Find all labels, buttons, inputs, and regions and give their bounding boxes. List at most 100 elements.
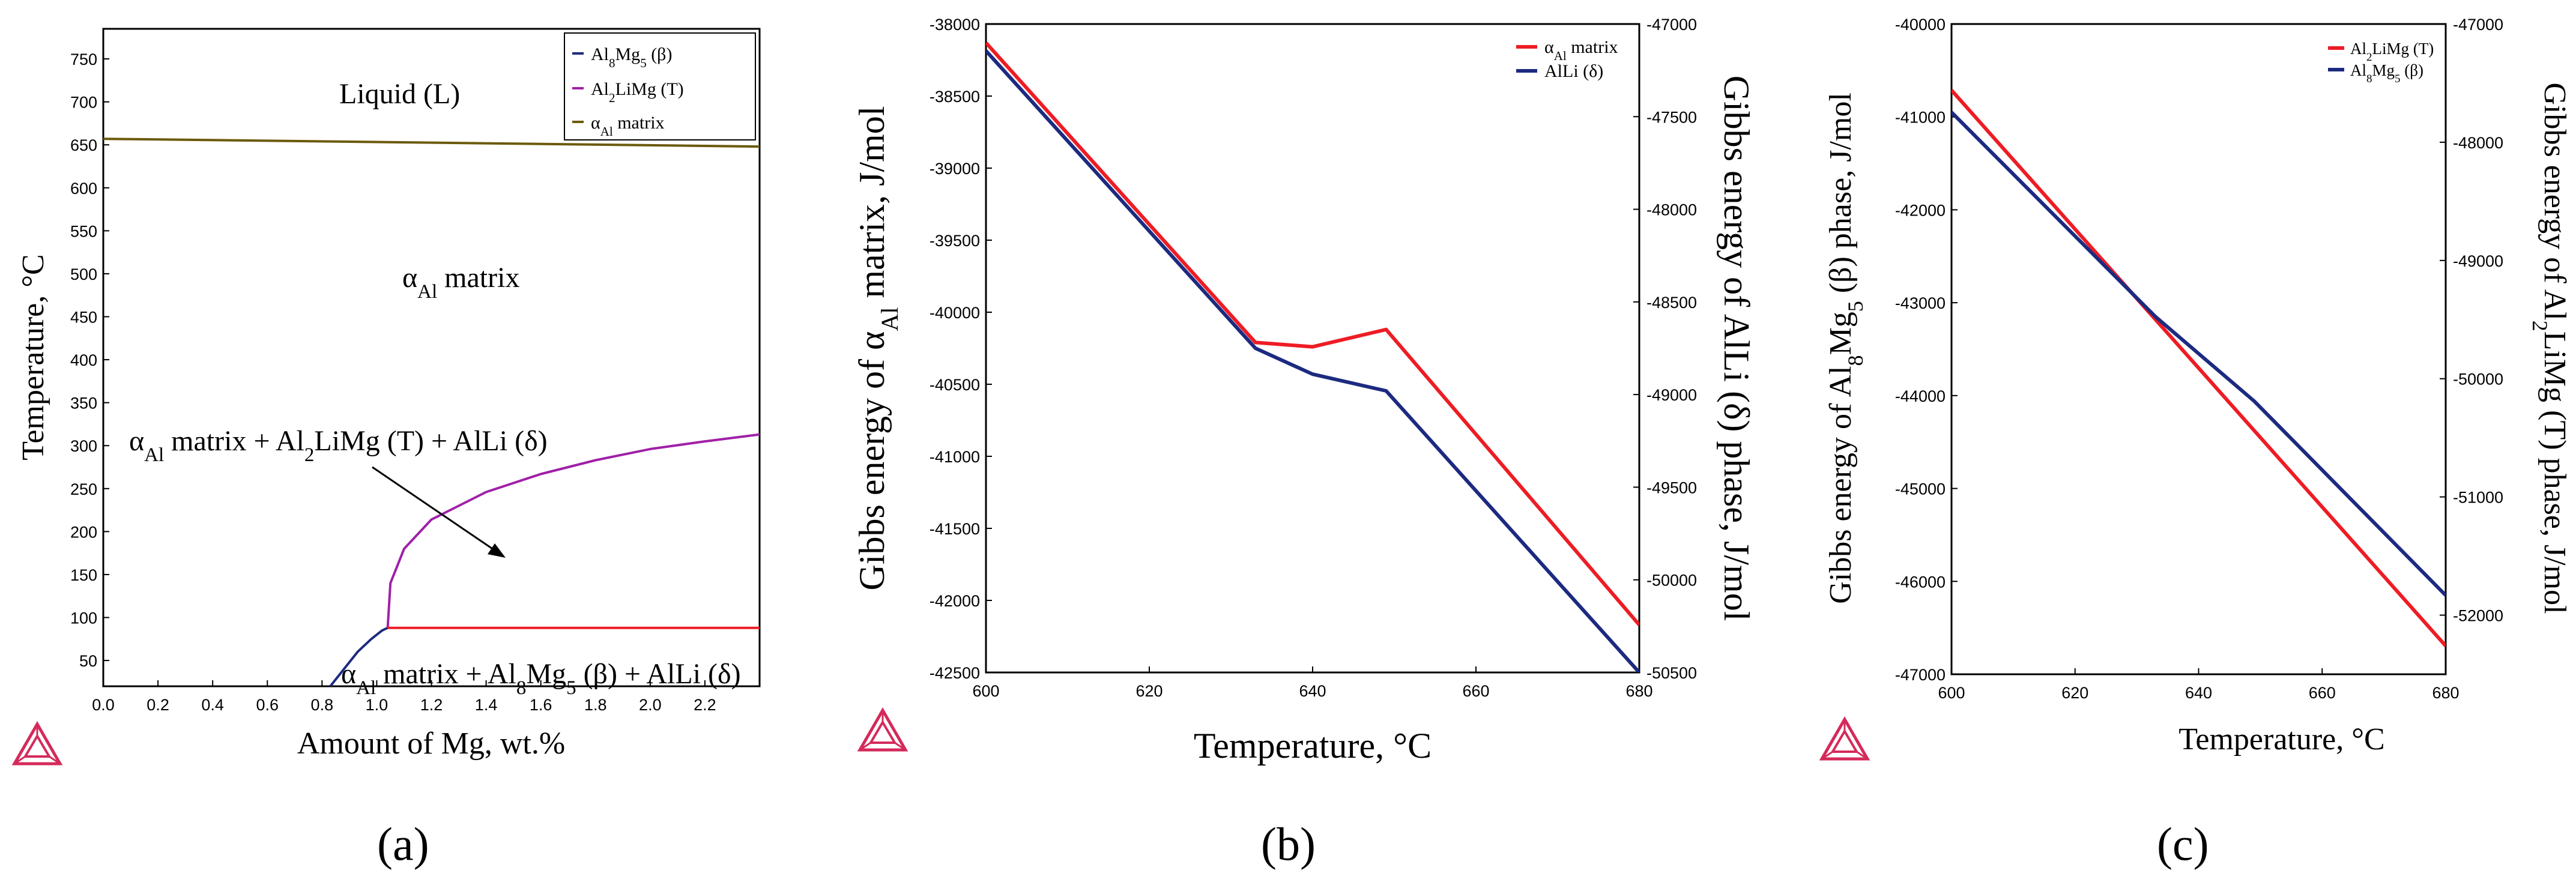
thermo-calc-logo-icon — [1819, 716, 1870, 761]
x-tick-label: 0.8 — [311, 696, 334, 714]
y-tick-label: 600 — [70, 180, 97, 198]
x-tick-label: 1.0 — [366, 696, 389, 714]
panel-c-left-y-axis-label: Gibbs energy of Al8Mg5 (β) phase, J/mol — [1824, 92, 1867, 604]
x-tick-label: 660 — [1462, 682, 1489, 700]
panel-a-legend-beta: Al8Mg5 (β) — [591, 44, 672, 70]
y-right-tick-label: -50000 — [1646, 572, 1697, 590]
y-right-tick-label: -47500 — [1646, 108, 1697, 126]
y-tick-label: -39500 — [930, 232, 980, 250]
series-line--al-matrix — [986, 41, 1639, 626]
x-tick-label: 660 — [2309, 684, 2336, 702]
panel-b-left-y-ticks: -38000 -38500 -39000 -39500 -40000 -40500 -410… — [930, 16, 992, 682]
y-tick-label: -40500 — [930, 376, 980, 394]
panel-c-left-y-ticks: -40000 -41000 -42000 -43000 -44000 -45000 -460… — [1895, 16, 1958, 684]
panel-a-label: (a) — [377, 818, 429, 870]
x-tick-label: 2.2 — [694, 696, 716, 714]
panel-c-label: (c) — [2157, 818, 2209, 870]
panel-b-x-ticks: 600 620 640 660 680 — [972, 666, 1653, 700]
y-tick-label: -40000 — [930, 304, 980, 322]
y-right-tick-label: -50500 — [1646, 664, 1697, 682]
y-tick-label: -38000 — [930, 16, 980, 34]
x-tick-label: 1.2 — [420, 696, 443, 714]
panel-a-series — [103, 137, 760, 686]
panel-a-x-axis-label: Amount of Mg, wt.% — [297, 726, 565, 761]
y-tick-label: 200 — [70, 523, 97, 541]
panel-b-legend-alpha: αAl matrix — [1544, 37, 1618, 63]
y-tick-label: 250 — [70, 480, 97, 498]
panel-b-left-y-axis-label: Gibbs energy of αAl matrix, J/mol — [852, 106, 903, 591]
y-tick-label: 700 — [70, 94, 97, 112]
panel-c-series — [1952, 89, 2446, 647]
panel-c-right-y-ticks: -47000 -48000 -49000 -50000 -51000 -52000 — [2440, 16, 2503, 625]
thermo-calc-logo-icon — [857, 707, 909, 752]
panel-c-right-y-axis-label: Gibbs energy of Al2LiMg (T) phase, J/mol — [2528, 82, 2572, 614]
y-right-tick-label: -49000 — [2453, 252, 2503, 270]
x-tick-label: 0.4 — [201, 696, 224, 714]
x-tick-label: 640 — [2185, 684, 2212, 702]
x-tick-label: 620 — [2061, 684, 2088, 702]
series-line-al2limg-t- — [386, 433, 760, 628]
y-tick-label: 350 — [70, 394, 97, 412]
y-tick-label: -41000 — [930, 448, 980, 466]
y-right-tick-label: -48000 — [1646, 201, 1697, 219]
x-tick-label: 620 — [1135, 682, 1163, 700]
y-tick-label: 300 — [70, 437, 97, 455]
y-tick-label: 150 — [70, 566, 97, 584]
y-right-tick-label: -47000 — [1646, 16, 1697, 34]
panel-a-phase-diagram: 0.0 0.2 0.4 0.6 0.8 1.0 1.2 1.4 1.6 1.8 2.0 2.2 50 1… — [11, 28, 761, 870]
y-tick-label: -43000 — [1895, 294, 1946, 312]
x-tick-label: 600 — [1938, 684, 1965, 702]
y-tick-label: 650 — [70, 136, 97, 154]
y-tick-label: 550 — [70, 222, 97, 240]
y-tick-label: 100 — [70, 609, 97, 627]
panel-b-right-y-axis-label: Gibbs energy of AlLi (δ) phase, J/mol — [1717, 76, 1756, 621]
y-right-tick-label: -50000 — [2453, 370, 2503, 388]
panel-c-gibbs-beta-t: 600 620 640 660 680 -40000 -41000 -42000 -43000… — [1819, 16, 2572, 870]
series-line-al8mg5- — [1952, 110, 2446, 597]
panel-b-legend-alli: AlLi (δ) — [1544, 61, 1603, 81]
y-tick-label: -46000 — [1895, 573, 1946, 591]
panel-b-gibbs-alpha-alli: 600 620 640 660 680 -38000 -38500 -39000 -39500… — [852, 16, 1756, 870]
series-line-al8mg5- — [329, 626, 389, 686]
panel-a-liquid-label: Liquid (L) — [339, 78, 460, 110]
y-right-tick-label: -52000 — [2453, 607, 2503, 625]
x-tick-label: 0.0 — [92, 696, 115, 714]
panel-a-arrow-shaft — [372, 466, 497, 552]
x-tick-label: 680 — [1625, 682, 1652, 700]
x-tick-label: 680 — [2432, 684, 2459, 702]
y-tick-label: -38500 — [930, 88, 980, 106]
panel-a-legend-box — [564, 32, 756, 140]
y-tick-label: -42000 — [1895, 201, 1946, 219]
panel-c-legend-beta: Al8Mg5 (β) — [2350, 61, 2423, 85]
y-tick-label: -41500 — [930, 520, 980, 538]
y-right-tick-label: -48000 — [2453, 134, 2503, 152]
y-tick-label: -42500 — [930, 664, 980, 682]
x-tick-label: 1.8 — [584, 696, 607, 714]
panel-c-x-axis-label: Temperature, °C — [2178, 722, 2384, 757]
panel-b-series — [986, 41, 1639, 672]
y-tick-label: 400 — [70, 351, 97, 369]
panel-a-three-phase-label: αAl matrix + Al2LiMg (T) + AlLi (δ) — [129, 425, 548, 466]
y-tick-label: -44000 — [1895, 387, 1946, 405]
x-tick-label: 1.4 — [475, 696, 498, 714]
panel-b-legend: αAl matrix AlLi (δ) — [1516, 37, 1618, 81]
panel-a-legend: Al8Mg5 (β) Al2LiMg (T) αAl matrix — [564, 32, 756, 140]
panel-a-legend-alpha: αAl matrix — [591, 113, 665, 139]
panel-b-label: (b) — [1261, 818, 1316, 870]
y-tick-label: -45000 — [1895, 480, 1946, 498]
x-tick-label: 0.2 — [147, 696, 169, 714]
y-right-tick-label: -49500 — [1646, 479, 1697, 497]
y-tick-label: -41000 — [1895, 109, 1946, 127]
series-line--al-matrix — [103, 137, 760, 148]
panel-a-x-ticks: 0.0 0.2 0.4 0.6 0.8 1.0 1.2 1.4 1.6 1.8 2.0 2.2 — [92, 680, 716, 714]
series-line-alli- — [986, 49, 1639, 672]
panel-a-bottom-phase-label: αAl matrix + Al8Mg5 (β) + AlLi (δ) — [341, 658, 741, 699]
y-tick-label: 50 — [79, 652, 97, 670]
panel-b-right-y-ticks: -47000 -47500 -48000 -48500 -49000 -49500 -500… — [1633, 16, 1697, 682]
x-tick-label: 640 — [1299, 682, 1326, 700]
panel-a-alpha-matrix-label: αAl matrix — [402, 262, 519, 303]
x-tick-label: 0.6 — [256, 696, 279, 714]
y-right-tick-label: -51000 — [2453, 489, 2503, 507]
y-tick-label: -39000 — [930, 160, 980, 178]
